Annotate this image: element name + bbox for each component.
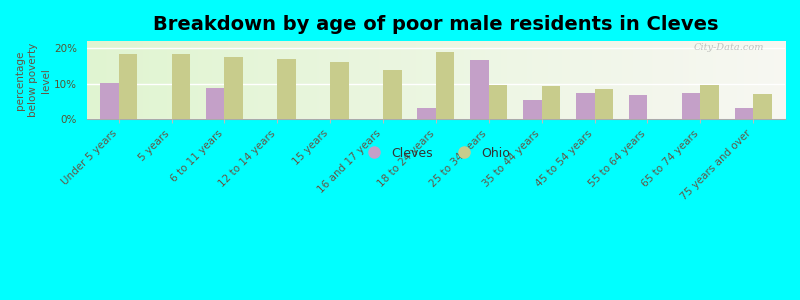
Bar xyxy=(754,94,772,119)
Bar xyxy=(542,86,560,119)
Bar xyxy=(278,59,296,119)
Bar xyxy=(418,108,436,119)
Title: Breakdown by age of poor male residents in Cleves: Breakdown by age of poor male residents … xyxy=(154,15,718,34)
Bar xyxy=(470,60,489,119)
Bar xyxy=(171,54,190,119)
Y-axis label: percentage
below poverty
level: percentage below poverty level xyxy=(15,43,51,117)
Legend: Cleves, Ohio: Cleves, Ohio xyxy=(355,140,517,166)
Bar xyxy=(118,53,137,119)
Bar xyxy=(436,52,454,119)
Bar xyxy=(489,85,507,119)
Bar xyxy=(523,100,542,119)
Bar xyxy=(100,83,118,119)
Bar xyxy=(576,93,594,119)
Bar xyxy=(594,89,613,119)
Bar xyxy=(700,85,719,119)
Bar xyxy=(225,57,243,119)
Bar xyxy=(383,70,402,119)
Bar xyxy=(330,62,349,119)
Bar xyxy=(682,93,700,119)
Bar xyxy=(734,108,754,119)
Text: City-Data.com: City-Data.com xyxy=(694,44,764,52)
Bar xyxy=(206,88,225,119)
Bar xyxy=(629,95,647,119)
